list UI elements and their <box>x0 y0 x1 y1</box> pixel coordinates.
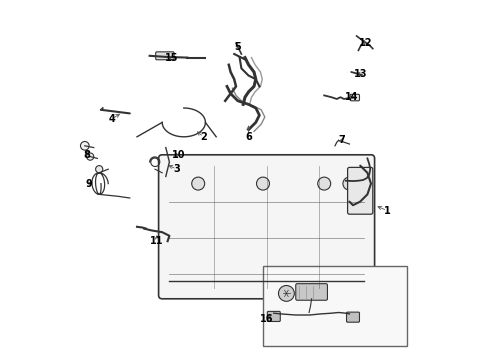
FancyBboxPatch shape <box>159 155 374 299</box>
Text: 4: 4 <box>108 114 115 124</box>
Text: 6: 6 <box>245 132 252 142</box>
Text: 10: 10 <box>172 150 185 160</box>
FancyBboxPatch shape <box>296 284 327 300</box>
Text: 7: 7 <box>339 135 345 145</box>
Text: 12: 12 <box>359 38 372 48</box>
FancyBboxPatch shape <box>268 311 280 321</box>
Circle shape <box>318 177 331 190</box>
Text: 8: 8 <box>83 150 90 160</box>
Circle shape <box>96 166 103 173</box>
Text: 16: 16 <box>260 314 273 324</box>
FancyBboxPatch shape <box>350 94 360 101</box>
FancyBboxPatch shape <box>346 312 360 322</box>
Text: 13: 13 <box>353 69 367 79</box>
Circle shape <box>80 141 89 150</box>
Circle shape <box>257 177 270 190</box>
Text: 2: 2 <box>200 132 207 142</box>
Bar <box>263 266 407 346</box>
Text: 5: 5 <box>234 42 241 52</box>
Text: 11: 11 <box>150 236 164 246</box>
Circle shape <box>87 153 94 160</box>
Text: 15: 15 <box>165 53 178 63</box>
Circle shape <box>278 285 294 301</box>
FancyBboxPatch shape <box>156 52 174 60</box>
Circle shape <box>192 177 205 190</box>
Text: 9: 9 <box>85 179 92 189</box>
Circle shape <box>343 177 356 190</box>
Text: 1: 1 <box>384 206 391 216</box>
FancyBboxPatch shape <box>347 167 373 214</box>
Text: 3: 3 <box>173 164 180 174</box>
Text: 14: 14 <box>344 92 358 102</box>
